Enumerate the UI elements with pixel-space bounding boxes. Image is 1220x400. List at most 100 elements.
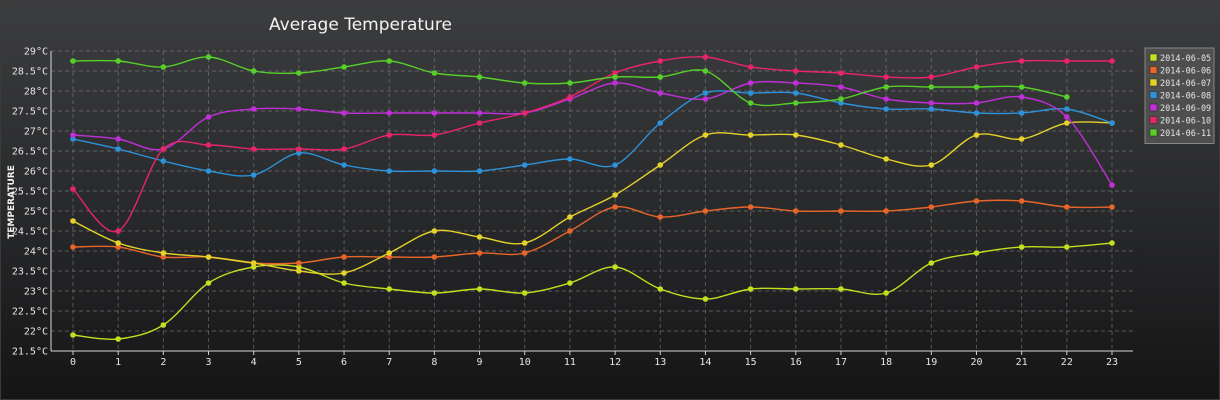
x-tick-label: 12 [609, 357, 621, 368]
x-tick-label: 22 [1061, 357, 1073, 368]
x-tick-label: 0 [70, 357, 76, 368]
data-point [657, 120, 664, 126]
y-tick-label: 23°C [24, 287, 48, 298]
x-tick-label: 4 [251, 357, 257, 368]
data-point [657, 162, 664, 168]
data-point [296, 70, 302, 76]
data-point [928, 84, 935, 90]
data-point [70, 58, 76, 64]
legend-item[interactable]: 2014-06-09 [1149, 103, 1211, 114]
data-point [747, 64, 754, 70]
data-point [567, 80, 573, 86]
series-2014-06-11 [70, 54, 1070, 107]
data-point [341, 280, 347, 286]
data-point [431, 228, 438, 234]
data-point [160, 322, 167, 328]
data-point [702, 90, 709, 96]
data-point [792, 90, 799, 96]
legend-item[interactable]: 2014-06-06 [1149, 66, 1211, 76]
legend-item[interactable]: 2014-06-11 [1149, 128, 1211, 139]
data-point [657, 214, 664, 220]
data-point [386, 168, 393, 174]
data-point [612, 74, 618, 80]
data-point [838, 70, 844, 76]
data-point [476, 286, 483, 292]
x-tick-label: 18 [880, 357, 892, 368]
legend-swatch [1149, 128, 1158, 137]
data-point [431, 70, 438, 76]
data-point [973, 100, 980, 106]
series-line [72, 242, 1113, 341]
x-tick-label: 6 [341, 357, 347, 368]
series-line [72, 80, 1113, 186]
series-line [72, 90, 1113, 177]
legend-swatch [1149, 116, 1158, 124]
data-point [1109, 58, 1115, 64]
data-point [431, 168, 438, 174]
data-point [160, 64, 167, 70]
data-point [521, 250, 528, 256]
data-point [702, 132, 709, 138]
series-layer [70, 54, 1115, 342]
legend-item[interactable]: 2014-06-05 [1149, 53, 1211, 64]
data-point [883, 106, 889, 112]
data-point [431, 290, 438, 296]
data-point [1018, 244, 1025, 250]
x-tick-label: 9 [477, 357, 483, 368]
data-point [567, 228, 573, 234]
y-tick-label: 29°C [24, 47, 48, 58]
data-point [115, 136, 121, 142]
data-point [1064, 120, 1070, 126]
data-point [567, 94, 573, 100]
legend[interactable]: 2014-06-05 2014-06-06 2014-06-07 2014-06-08… [1144, 47, 1215, 144]
x-tick-label: 13 [654, 357, 666, 368]
data-point [702, 208, 709, 214]
y-tick-label: 22°C [24, 327, 48, 338]
y-tick-label: 21.5°C [12, 347, 48, 358]
data-point [205, 168, 212, 174]
data-point [296, 264, 302, 270]
x-tick-label: 10 [519, 357, 531, 368]
data-point [747, 132, 754, 138]
data-point [792, 132, 799, 138]
data-point [838, 100, 844, 106]
legend-item[interactable]: 2014-06-10 [1149, 116, 1211, 126]
data-point [521, 162, 528, 168]
data-point [928, 74, 935, 80]
data-point [973, 132, 980, 138]
data-point [792, 208, 799, 214]
legend-swatch [1149, 91, 1158, 99]
legend-item[interactable]: 2014-06-08 [1149, 91, 1211, 101]
data-point [1064, 106, 1070, 112]
data-point [476, 250, 483, 256]
data-point [883, 290, 889, 296]
legend-label: 2014-06-05 [1160, 54, 1211, 64]
legend-item[interactable]: 2014-06-07 [1149, 78, 1211, 89]
data-point [1109, 182, 1115, 188]
y-tick-label: 28°C [24, 87, 48, 98]
data-point [657, 90, 664, 96]
data-point [250, 172, 257, 178]
data-point [702, 296, 709, 302]
data-point [70, 332, 76, 338]
data-point [747, 80, 754, 86]
data-point [612, 70, 618, 76]
y-tick-label: 27.5°C [12, 107, 48, 118]
data-point [1018, 58, 1025, 64]
legend-label: 2014-06-09 [1160, 104, 1211, 114]
data-point [296, 260, 302, 266]
data-point [792, 100, 799, 106]
x-tick-label: 17 [835, 357, 847, 368]
y-tick-label: 25.5°C [12, 187, 48, 198]
data-point [386, 58, 393, 64]
data-point [1018, 84, 1025, 90]
x-tick-label: 1 [115, 357, 121, 368]
data-point [296, 150, 302, 156]
y-tick-label: 24.5°C [12, 227, 48, 238]
data-point [838, 84, 844, 90]
series-line [72, 199, 1113, 265]
data-point [205, 280, 212, 286]
x-tick-label: 14 [699, 357, 711, 368]
data-point [747, 100, 754, 106]
y-tick-label: 25°C [24, 207, 48, 218]
